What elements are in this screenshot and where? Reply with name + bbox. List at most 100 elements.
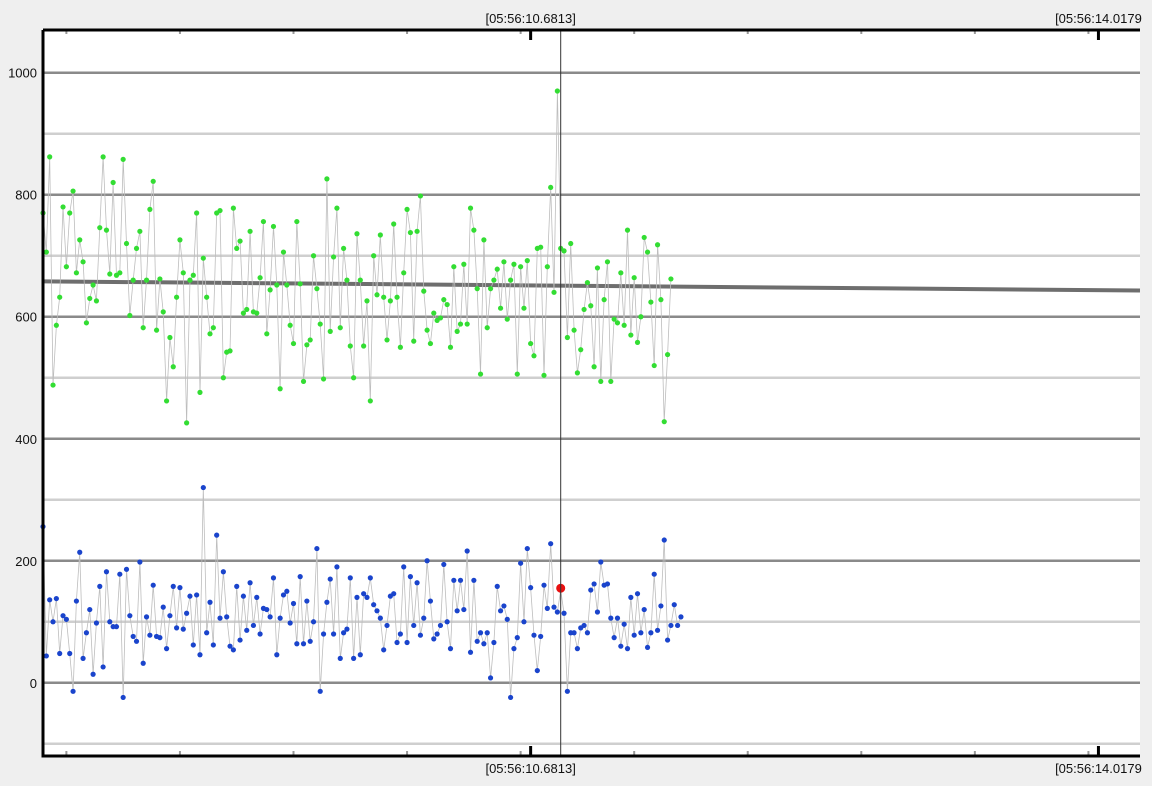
series-0-point [294, 218, 300, 225]
series-1-point [374, 608, 380, 614]
series-1-point [668, 622, 674, 629]
series-0-point [608, 378, 614, 385]
series-0-point [561, 248, 567, 254]
series-0-point [431, 310, 437, 316]
series-1-point [220, 569, 226, 575]
series-0-point [200, 255, 206, 261]
series-1-point [107, 619, 113, 625]
series-1-point [651, 571, 657, 577]
series-0-point [103, 227, 110, 233]
series-1-point [554, 609, 560, 615]
series-0-point [487, 286, 494, 292]
series-0-point [544, 264, 550, 270]
series-0-point [237, 238, 243, 244]
y-tick-label: 800 [15, 188, 37, 203]
series-1-point [87, 606, 93, 613]
series-0-point [150, 178, 156, 184]
series-1-point [304, 598, 310, 604]
series-1-point [314, 545, 320, 552]
series-1-point [280, 592, 287, 598]
y-tick-label: 600 [15, 310, 37, 325]
series-1-point [354, 594, 360, 600]
series-0-point [93, 298, 100, 304]
series-1-point [608, 615, 614, 621]
series-0-point [204, 294, 210, 300]
series-1-point [347, 575, 353, 581]
series-1-point [431, 636, 437, 642]
series-0-point [371, 253, 377, 259]
series-0-point [481, 237, 487, 243]
series-0-point [361, 343, 367, 349]
series-1-point [157, 635, 163, 641]
series-0-point [554, 88, 560, 94]
series-1-point [73, 598, 79, 604]
series-0-point [531, 353, 537, 359]
series-0-point [344, 277, 350, 283]
series-0-point [631, 275, 637, 281]
series-1-point [634, 591, 641, 597]
series-0-point [260, 218, 267, 225]
series-1-point [297, 574, 303, 580]
series-0-point [548, 184, 554, 191]
series-1-point [103, 569, 110, 575]
series-0-point [177, 237, 183, 243]
series-0-point [574, 370, 581, 376]
series-0-point [230, 205, 236, 211]
series-1-point [150, 582, 156, 588]
series-1-point [341, 630, 347, 636]
series-0-point [280, 249, 287, 255]
series-1-point [180, 626, 186, 632]
series-0-point [648, 299, 654, 305]
series-1-point [397, 631, 403, 637]
series-1-point [401, 564, 407, 570]
series-1-point [204, 630, 210, 636]
series-0-point [661, 419, 667, 425]
series-0-point [284, 282, 290, 288]
series-0-point [320, 376, 327, 382]
series-1-point [330, 631, 337, 637]
series-0-point [651, 362, 657, 369]
series-1-point [247, 580, 253, 586]
series-1-point [197, 652, 203, 658]
series-1-point [531, 632, 537, 638]
series-0-point [504, 316, 510, 322]
series-0-point [451, 264, 457, 270]
series-1-point [143, 614, 150, 620]
series-1-point [43, 653, 49, 659]
series-0-point [588, 303, 594, 309]
series-1-point [284, 588, 290, 594]
series-1-point [90, 671, 96, 677]
series-0-point [157, 276, 163, 282]
series-1-point [444, 619, 450, 625]
series-1-point [467, 649, 474, 655]
series-0-point [194, 210, 200, 216]
series-0-point [484, 325, 490, 331]
series-1-point [484, 630, 490, 636]
series-0-point [668, 276, 674, 282]
series-0-point [174, 294, 180, 300]
series-0-point [67, 210, 73, 216]
series-1-point [113, 624, 120, 630]
series-0-point [594, 265, 601, 271]
series-1-point [447, 646, 454, 652]
series-1-point [658, 603, 664, 609]
series-1-point [664, 637, 671, 643]
series-1-point [451, 577, 457, 583]
series-0-point [264, 331, 270, 337]
series-1-point [424, 558, 430, 564]
series-0-point [497, 305, 504, 311]
series-1-point [93, 620, 100, 626]
series-1-line [42, 487, 682, 698]
series-1-point [214, 532, 220, 538]
series-0-point [644, 249, 651, 255]
series-0-point [47, 154, 53, 160]
series-0-point [634, 339, 641, 345]
series-0-point [384, 337, 390, 343]
series-1-point [217, 615, 223, 621]
series-1-point [337, 655, 343, 661]
series-0-point [137, 228, 143, 234]
series-1-point [70, 688, 76, 694]
series-1-point [474, 638, 480, 644]
series-0-point [184, 420, 190, 426]
